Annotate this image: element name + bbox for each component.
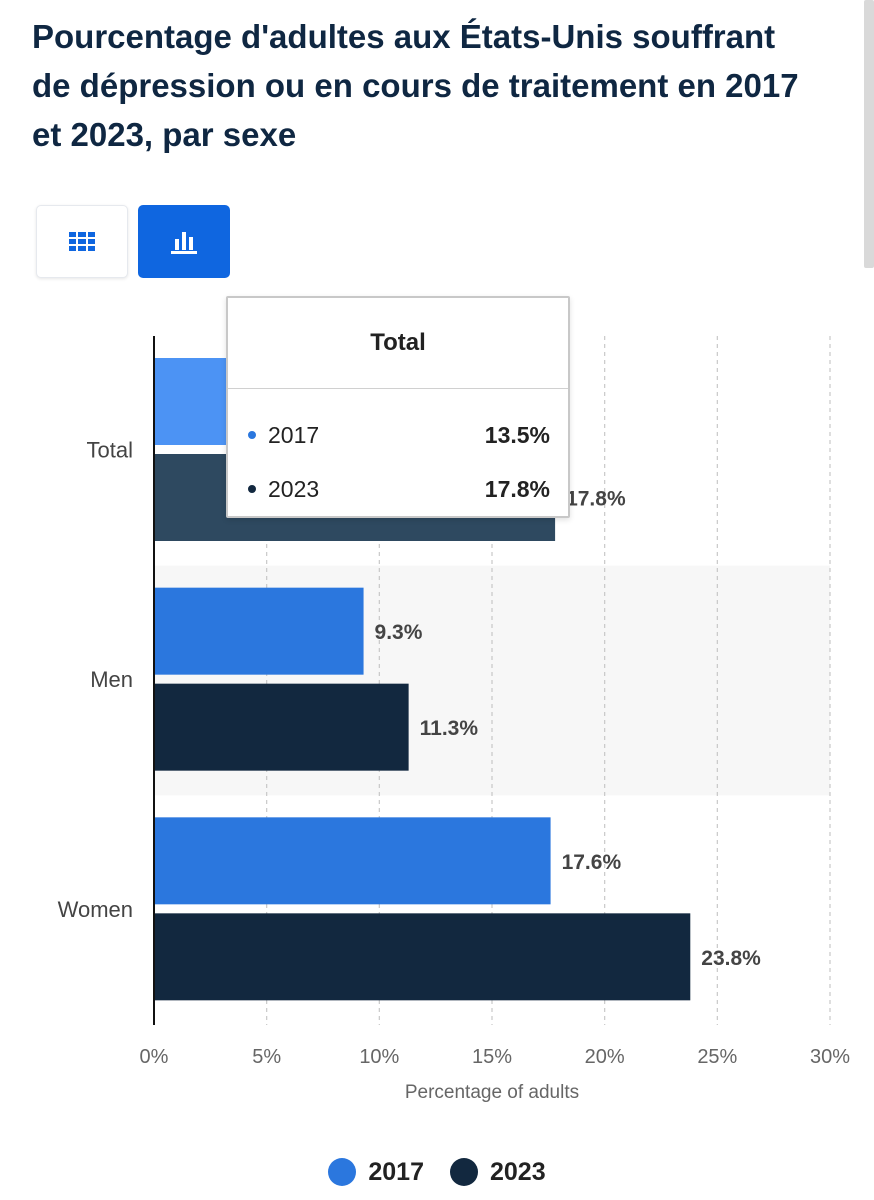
legend-item-2023[interactable]: 2023 (450, 1158, 546, 1187)
tooltip-title: Total (228, 298, 568, 389)
x-tick-label-15: 15% (472, 1046, 512, 1068)
data-label-total-2023: 17.8% (566, 488, 626, 511)
legend-marker-2023 (450, 1158, 478, 1186)
tooltip-row-2017: 2017 13.5% (248, 420, 550, 450)
chart-tooltip: Total 2017 13.5% 2023 17.8% (226, 296, 570, 518)
category-label-total: Total (87, 438, 133, 463)
x-tick-label-10: 10% (359, 1046, 399, 1068)
tooltip-label-2023: 2023 (268, 475, 320, 502)
legend-item-2017[interactable]: 2017 (328, 1158, 424, 1187)
chart-view-button[interactable] (138, 205, 230, 278)
category-label-women: Women (58, 897, 133, 922)
x-tick-label-25: 25% (697, 1046, 737, 1068)
data-label-men-2023: 11.3% (420, 717, 479, 740)
bar-women-2023 (154, 913, 691, 1001)
legend-marker-2017 (328, 1158, 357, 1186)
legend-label-2023: 2023 (490, 1157, 546, 1186)
x-tick-label-30: 30% (810, 1046, 850, 1068)
data-label-women-2023: 23.8% (701, 947, 761, 970)
page-scrollbar[interactable] (864, 0, 874, 268)
tooltip-row-2023: 2023 17.8% (248, 474, 550, 504)
bar-chart: 0% 5% 10% 15% 20% 25% 30% Total 13.5% 17.8% Men 9.3… (58, 336, 850, 1103)
tooltip-marker-2023 (248, 485, 256, 493)
tooltip-marker-2017 (248, 431, 256, 439)
bar-women-2017 (154, 817, 551, 905)
bar-men-2017 (154, 587, 364, 675)
data-label-men-2017: 9.3% (375, 621, 423, 644)
data-label-women-2017: 17.6% (562, 851, 622, 874)
bar-chart-icon (171, 231, 197, 254)
tooltip-value-2017: 13.5% (484, 421, 550, 448)
grid-table-icon (69, 231, 95, 251)
legend-label-2017: 2017 (368, 1157, 424, 1186)
x-tick-label-0: 0% (140, 1046, 169, 1068)
x-tick-label-5: 5% (252, 1046, 281, 1068)
chart-title: Pourcentage d'adultes aux États-Unis sou… (32, 18, 799, 153)
chart-legend: 2017 2023 (0, 1150, 874, 1194)
bar-men-2023 (154, 683, 409, 771)
x-tick-label-20: 20% (585, 1046, 625, 1068)
table-view-button[interactable] (36, 205, 128, 278)
tooltip-label-2017: 2017 (268, 421, 320, 448)
x-axis-title: Percentage of adults (405, 1082, 579, 1103)
category-label-men: Men (90, 667, 133, 692)
tooltip-value-2023: 17.8% (484, 475, 550, 502)
